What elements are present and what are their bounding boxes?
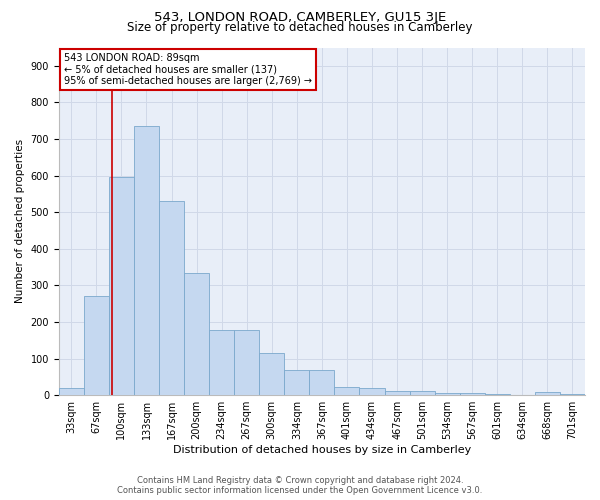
Bar — [560, 394, 585, 395]
Bar — [59, 388, 84, 395]
Bar — [259, 353, 284, 395]
Bar — [284, 370, 310, 395]
Bar — [359, 388, 385, 395]
Text: Size of property relative to detached houses in Camberley: Size of property relative to detached ho… — [127, 22, 473, 35]
Text: 543 LONDON ROAD: 89sqm
← 5% of detached houses are smaller (137)
95% of semi-det: 543 LONDON ROAD: 89sqm ← 5% of detached … — [64, 52, 312, 86]
Bar — [310, 370, 334, 395]
Bar — [134, 126, 159, 395]
Bar — [535, 392, 560, 395]
Bar — [84, 296, 109, 395]
Bar — [334, 387, 359, 395]
X-axis label: Distribution of detached houses by size in Camberley: Distribution of detached houses by size … — [173, 445, 471, 455]
Bar — [184, 272, 209, 395]
Bar — [159, 201, 184, 395]
Bar — [109, 178, 134, 395]
Text: Contains HM Land Registry data © Crown copyright and database right 2024.
Contai: Contains HM Land Registry data © Crown c… — [118, 476, 482, 495]
Bar — [434, 392, 460, 395]
Bar — [410, 391, 434, 395]
Bar — [385, 391, 410, 395]
Bar — [460, 392, 485, 395]
Y-axis label: Number of detached properties: Number of detached properties — [15, 140, 25, 304]
Bar — [485, 394, 510, 395]
Bar — [234, 330, 259, 395]
Bar — [209, 330, 234, 395]
Text: 543, LONDON ROAD, CAMBERLEY, GU15 3JE: 543, LONDON ROAD, CAMBERLEY, GU15 3JE — [154, 11, 446, 24]
